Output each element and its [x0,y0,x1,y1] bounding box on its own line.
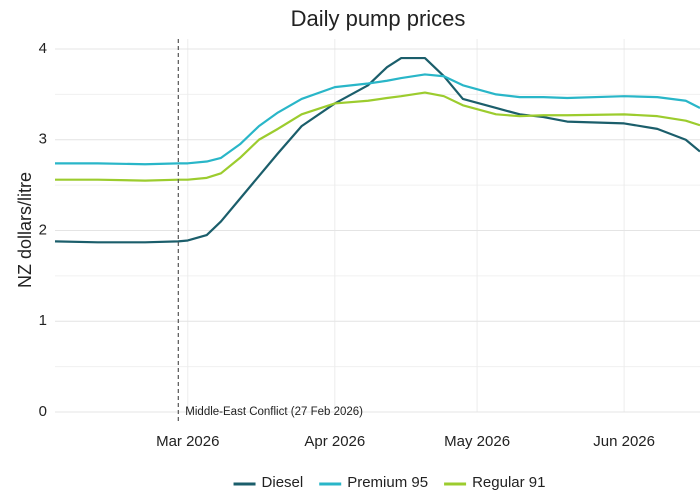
legend-label: Diesel [262,474,304,491]
x-tick-label: May 2026 [444,433,510,450]
y-tick-label: 4 [39,40,47,57]
x-tick-label: Mar 2026 [156,433,219,450]
chart-title: Daily pump prices [291,6,466,31]
y-axis-label: NZ dollars/litre [15,172,35,288]
series-line [55,91,700,182]
series-line [54,56,700,244]
y-tick-label: 3 [39,131,47,148]
x-tick-label: Jun 2026 [593,433,655,450]
annotation-text: Middle-East Conflict (27 Feb 2026) [185,406,363,418]
series-line [55,73,700,166]
x-tick-label: Apr 2026 [304,433,365,450]
legend-label: Premium 95 [347,474,428,491]
legend-label: Regular 91 [472,474,545,491]
y-tick-label: 2 [39,221,47,238]
y-tick-label: 0 [39,403,47,420]
y-tick-label: 1 [39,312,47,329]
